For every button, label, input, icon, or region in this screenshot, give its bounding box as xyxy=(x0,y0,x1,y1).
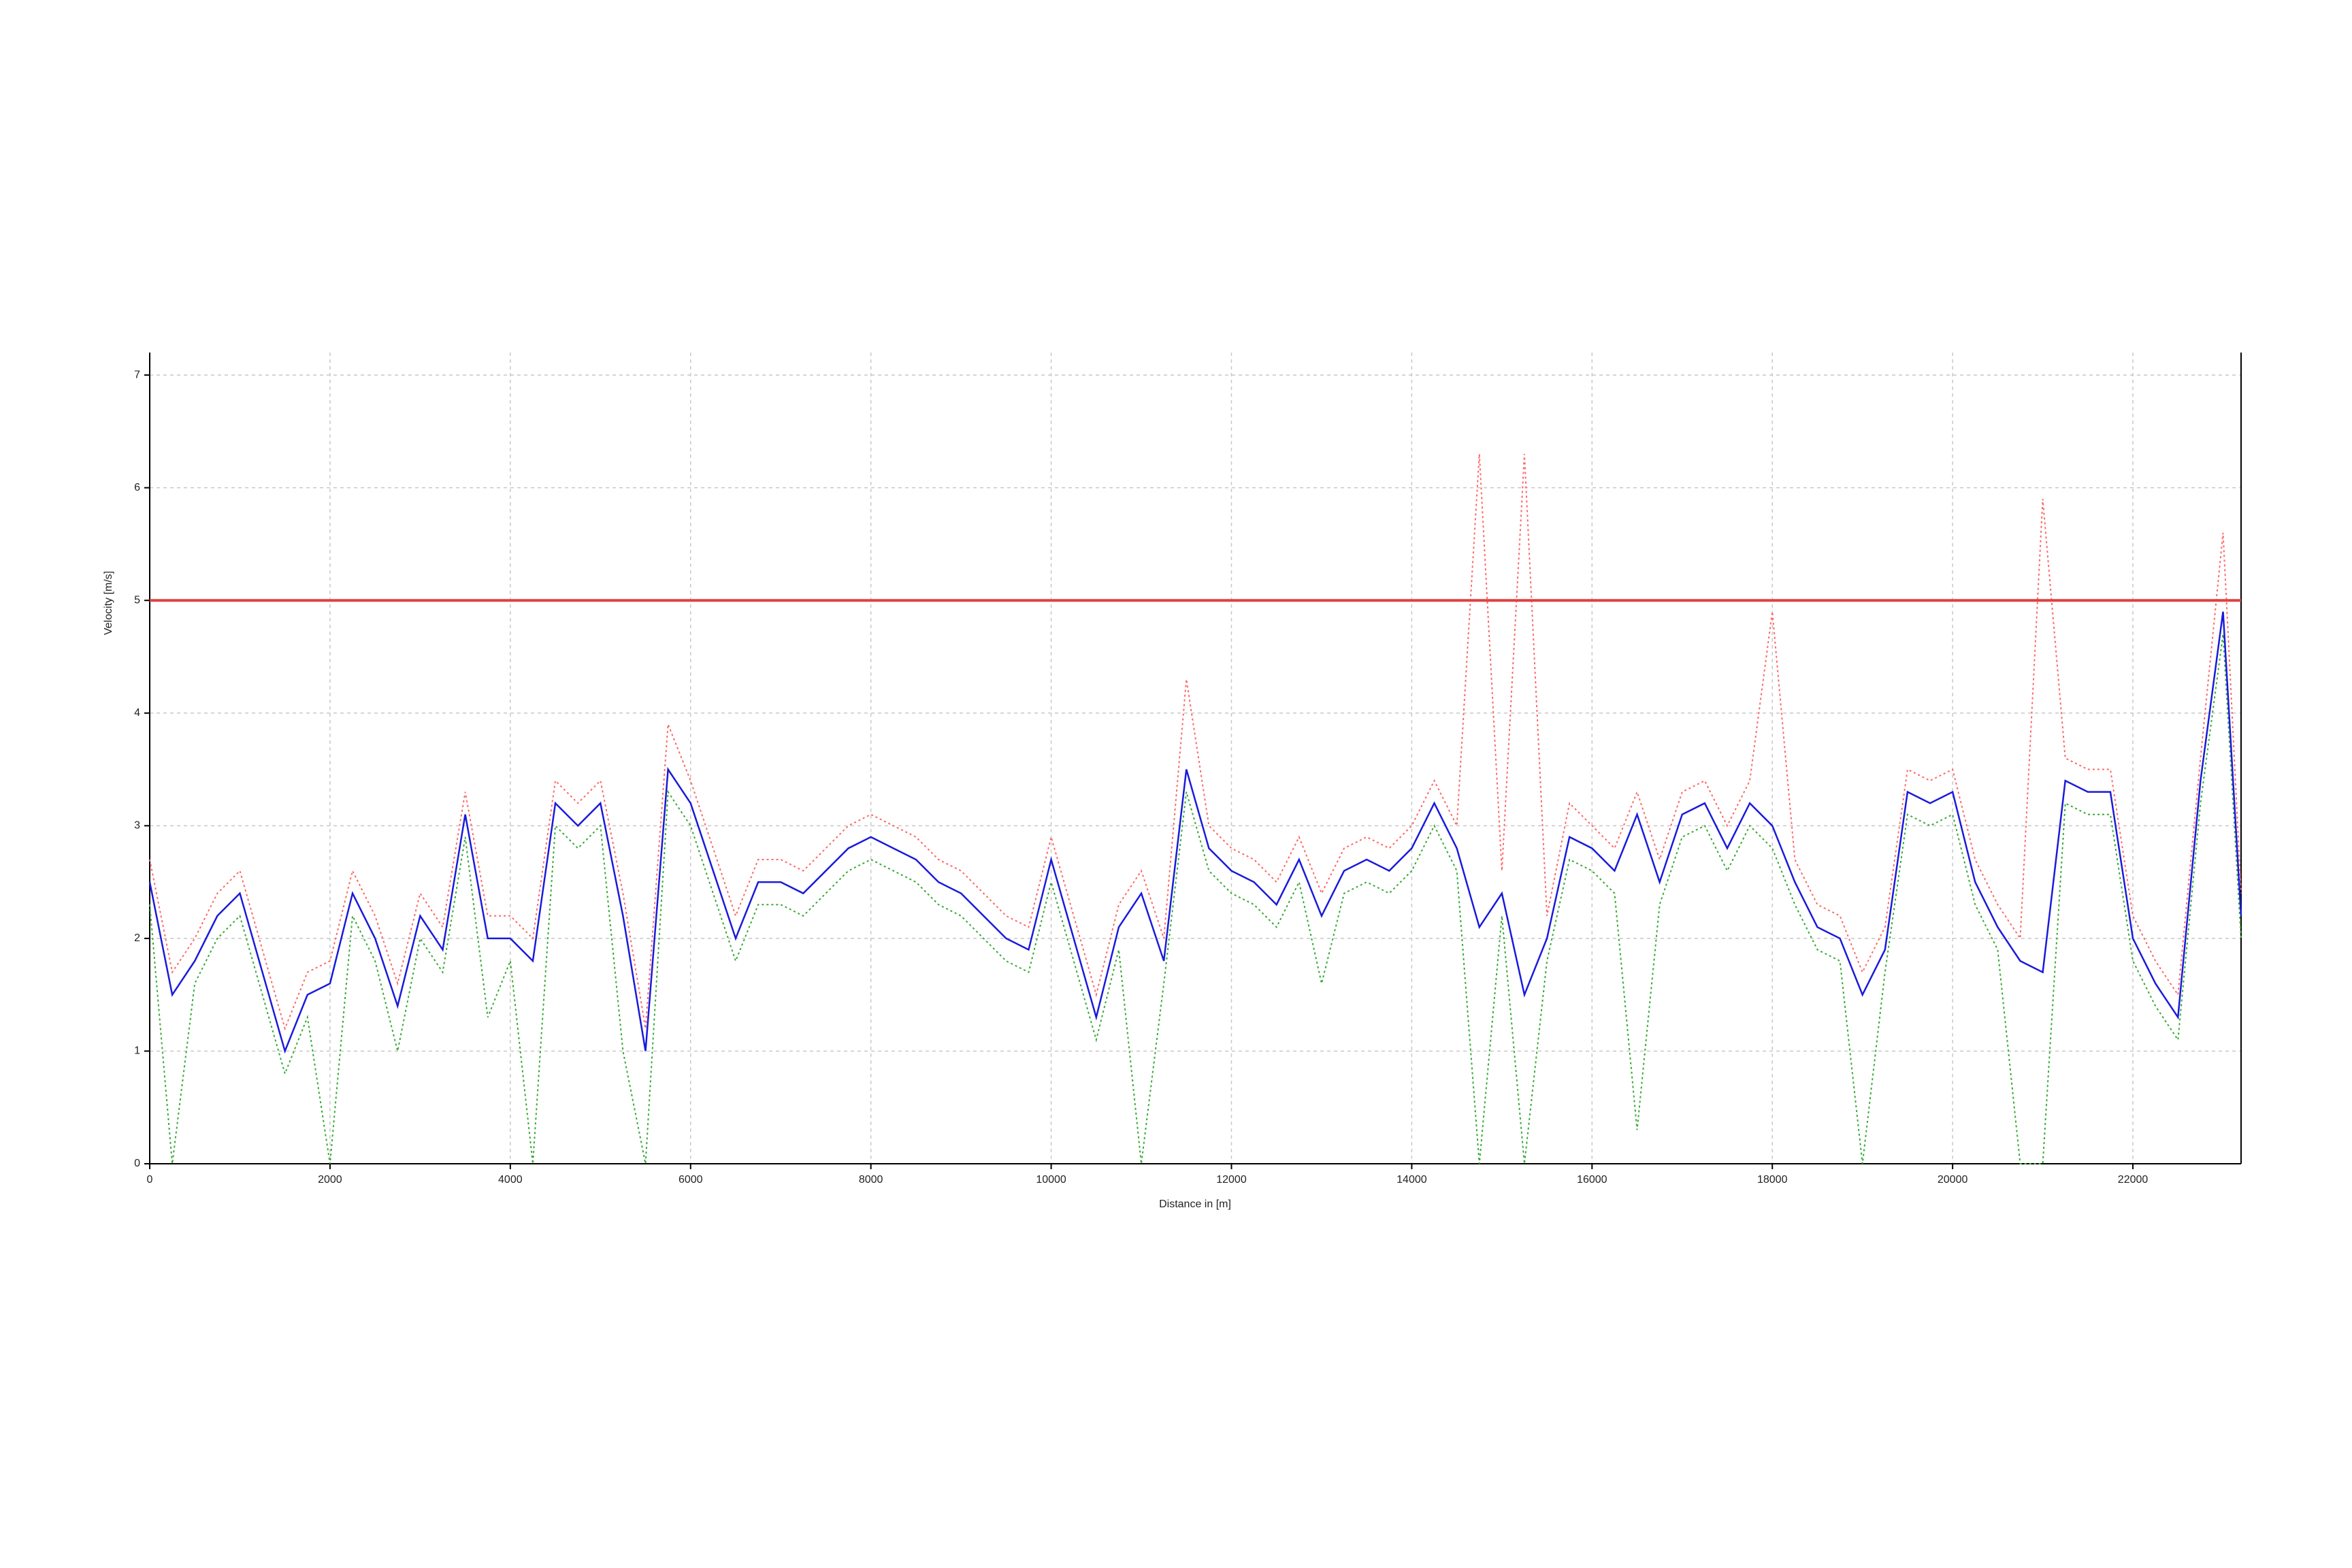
x-tick-label: 20000 xyxy=(1938,1174,1968,1186)
y-tick-label: 5 xyxy=(134,594,140,606)
series-line xyxy=(149,453,2242,1031)
y-tick-label: 2 xyxy=(134,932,140,944)
x-tick-label: 16000 xyxy=(1577,1174,1607,1186)
y-tick-label: 0 xyxy=(134,1158,140,1169)
y-tick-label: 1 xyxy=(134,1045,140,1057)
series-line xyxy=(148,611,2242,1054)
x-tick-label: 22000 xyxy=(2118,1174,2149,1186)
y-tick-label: 6 xyxy=(134,482,140,493)
x-tick-label: 18000 xyxy=(1757,1174,1788,1186)
x-tick-label: 0 xyxy=(147,1174,153,1186)
x-tick-label: 6000 xyxy=(679,1174,703,1186)
series-line xyxy=(149,634,2242,1164)
x-tick-label: 4000 xyxy=(498,1174,523,1186)
y-tick-label: 3 xyxy=(134,820,140,832)
y-tick-label: 4 xyxy=(134,707,140,719)
x-tick-label: 8000 xyxy=(859,1174,883,1186)
x-tick-label: 10000 xyxy=(1036,1174,1066,1186)
x-tick-label: 12000 xyxy=(1216,1174,1247,1186)
x-tick-label: 14000 xyxy=(1396,1174,1427,1186)
x-axis-label: Distance in [m] xyxy=(1159,1198,1231,1210)
x-tick-label: 2000 xyxy=(318,1174,342,1186)
y-tick-label: 7 xyxy=(134,369,140,380)
y-axis-label: Velocity [m/s] xyxy=(103,571,114,635)
